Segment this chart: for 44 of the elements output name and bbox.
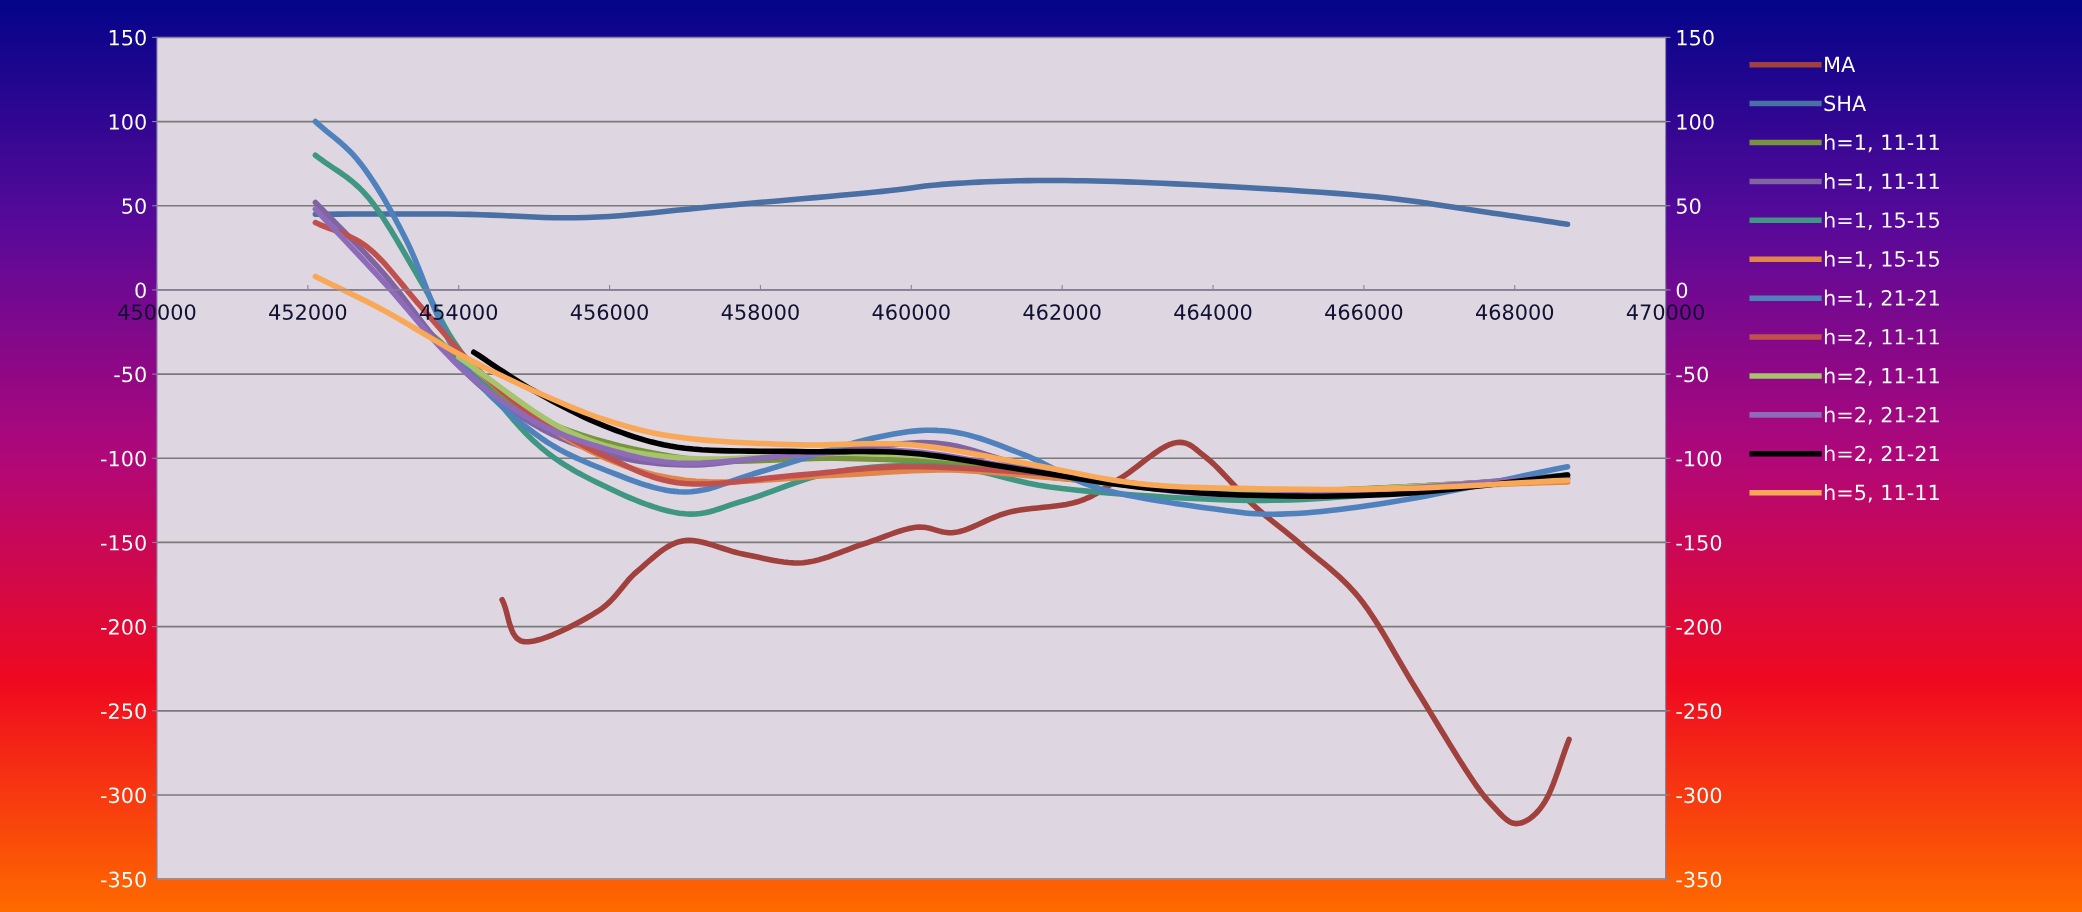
y2-tick-label: -150 bbox=[1676, 534, 1722, 551]
y-tick-label: 100 bbox=[109, 114, 146, 130]
y-tick-label: -350 bbox=[101, 871, 146, 888]
legend-label: h=1, 21-21 bbox=[1824, 289, 1939, 308]
legend-label: h=1, 15-15 bbox=[1824, 250, 1939, 269]
legend-label: h=5, 11-11 bbox=[1824, 484, 1939, 503]
legend-label: h=2, 11-11 bbox=[1824, 367, 1939, 386]
y2-tick-label: -250 bbox=[1676, 703, 1722, 720]
x-tick-label: 450000 bbox=[118, 304, 196, 320]
y2-tick-label: 100 bbox=[1677, 114, 1714, 130]
y-tick-label: -50 bbox=[114, 366, 146, 383]
x-tick-label: 466000 bbox=[1325, 304, 1403, 320]
legend-label: h=2, 21-21 bbox=[1824, 445, 1939, 464]
y-tick-label: 150 bbox=[109, 29, 146, 46]
x-tick-label: 456000 bbox=[570, 304, 648, 320]
y2-tick-label: 50 bbox=[1676, 198, 1701, 214]
x-tick-label: 460000 bbox=[872, 304, 950, 320]
legend-label: h=2, 11-11 bbox=[1824, 328, 1939, 347]
y2-tick-label: 150 bbox=[1677, 29, 1714, 46]
y2-tick-label: -300 bbox=[1676, 787, 1722, 804]
legend-label: SHA bbox=[1824, 95, 1867, 112]
legend-label: h=1, 11-11 bbox=[1824, 133, 1939, 153]
x-tick-label: 458000 bbox=[721, 304, 799, 320]
x-tick-label: 462000 bbox=[1023, 304, 1101, 320]
y-tick-label: -150 bbox=[101, 534, 146, 551]
y-tick-label: 50 bbox=[122, 198, 146, 214]
y-tick-label: -250 bbox=[101, 703, 146, 720]
x-tick-label: 464000 bbox=[1174, 304, 1252, 320]
x-tick-label: 452000 bbox=[269, 304, 347, 320]
legend-label: MA bbox=[1825, 56, 1856, 72]
x-tick-label: 468000 bbox=[1475, 304, 1554, 320]
y-tick-label: -300 bbox=[101, 787, 146, 804]
legend-label: h=1, 15-15 bbox=[1824, 211, 1939, 231]
y2-tick-label: -200 bbox=[1676, 619, 1722, 635]
legend-label: h=2, 21-21 bbox=[1824, 406, 1939, 425]
y-tick-label: -200 bbox=[101, 619, 146, 635]
y-tick-label: 0 bbox=[135, 282, 146, 299]
y2-tick-label: 0 bbox=[1676, 282, 1688, 299]
x-tick-label: 470000 bbox=[1626, 304, 1704, 320]
y2-tick-label: -100 bbox=[1676, 450, 1722, 467]
y2-tick-label: -350 bbox=[1676, 871, 1722, 888]
y2-tick-label: -50 bbox=[1676, 366, 1708, 383]
legend-label: h=1, 11-11 bbox=[1824, 172, 1939, 192]
y-tick-label: -100 bbox=[101, 450, 146, 467]
